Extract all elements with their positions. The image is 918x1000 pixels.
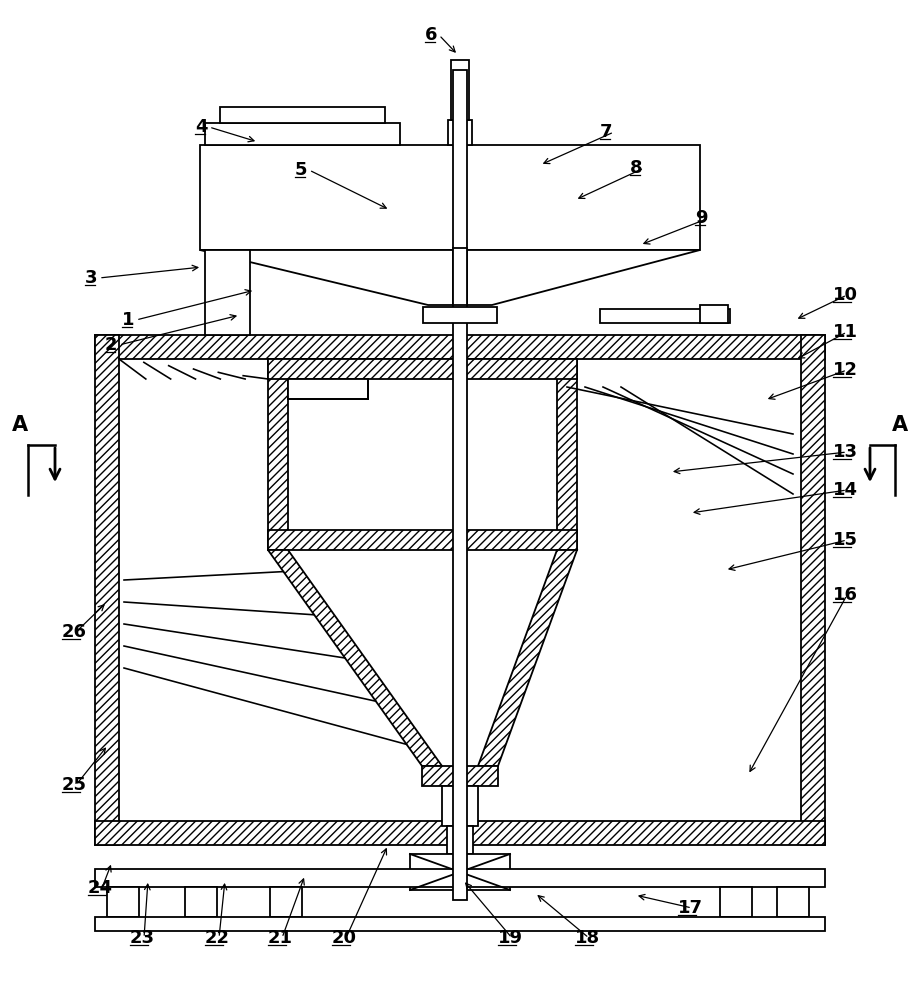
Text: 19: 19: [498, 929, 523, 947]
Bar: [107, 887, 139, 917]
Bar: [268, 359, 288, 550]
Bar: [447, 826, 473, 854]
Text: 15: 15: [833, 531, 858, 549]
Bar: [95, 917, 825, 931]
Bar: [200, 145, 700, 250]
Text: 20: 20: [332, 929, 357, 947]
Text: 25: 25: [62, 776, 87, 794]
Bar: [451, 60, 469, 120]
Bar: [448, 120, 472, 145]
Bar: [453, 70, 467, 900]
Text: 6: 6: [425, 26, 438, 44]
Text: 1: 1: [122, 311, 135, 329]
Text: 10: 10: [833, 286, 858, 304]
Text: 18: 18: [575, 929, 600, 947]
Bar: [442, 786, 478, 826]
Text: 9: 9: [695, 209, 708, 227]
Text: 5: 5: [295, 161, 308, 179]
Text: 13: 13: [833, 443, 858, 461]
Text: 4: 4: [195, 118, 207, 136]
Bar: [270, 887, 302, 917]
Text: 8: 8: [630, 159, 643, 177]
Text: A: A: [12, 415, 28, 435]
Text: 12: 12: [833, 361, 858, 379]
Bar: [453, 248, 467, 305]
Text: 23: 23: [130, 929, 155, 947]
Text: 3: 3: [85, 269, 97, 287]
Text: 24: 24: [88, 879, 113, 897]
Text: 14: 14: [833, 481, 858, 499]
Bar: [268, 530, 577, 550]
Bar: [423, 307, 497, 323]
Bar: [185, 887, 217, 917]
Bar: [288, 379, 368, 399]
Bar: [95, 335, 119, 845]
Text: 16: 16: [833, 586, 858, 604]
Polygon shape: [200, 250, 700, 305]
Bar: [720, 887, 752, 917]
Bar: [95, 869, 825, 887]
Text: 21: 21: [268, 929, 293, 947]
Bar: [422, 766, 498, 786]
Text: 26: 26: [62, 623, 87, 641]
Bar: [95, 821, 825, 845]
Bar: [205, 123, 400, 145]
Text: 22: 22: [205, 929, 230, 947]
Polygon shape: [478, 550, 577, 766]
Bar: [95, 335, 825, 359]
Text: A: A: [892, 415, 908, 435]
Bar: [268, 359, 577, 379]
Bar: [700, 305, 728, 323]
Bar: [777, 887, 809, 917]
Text: 2: 2: [105, 336, 118, 354]
Bar: [557, 359, 577, 550]
Bar: [205, 250, 250, 335]
Bar: [801, 335, 825, 845]
Bar: [220, 107, 385, 123]
Text: 7: 7: [600, 123, 612, 141]
Bar: [410, 854, 510, 890]
Bar: [600, 309, 730, 323]
Text: 17: 17: [678, 899, 703, 917]
Text: 11: 11: [833, 323, 858, 341]
Polygon shape: [268, 550, 442, 766]
